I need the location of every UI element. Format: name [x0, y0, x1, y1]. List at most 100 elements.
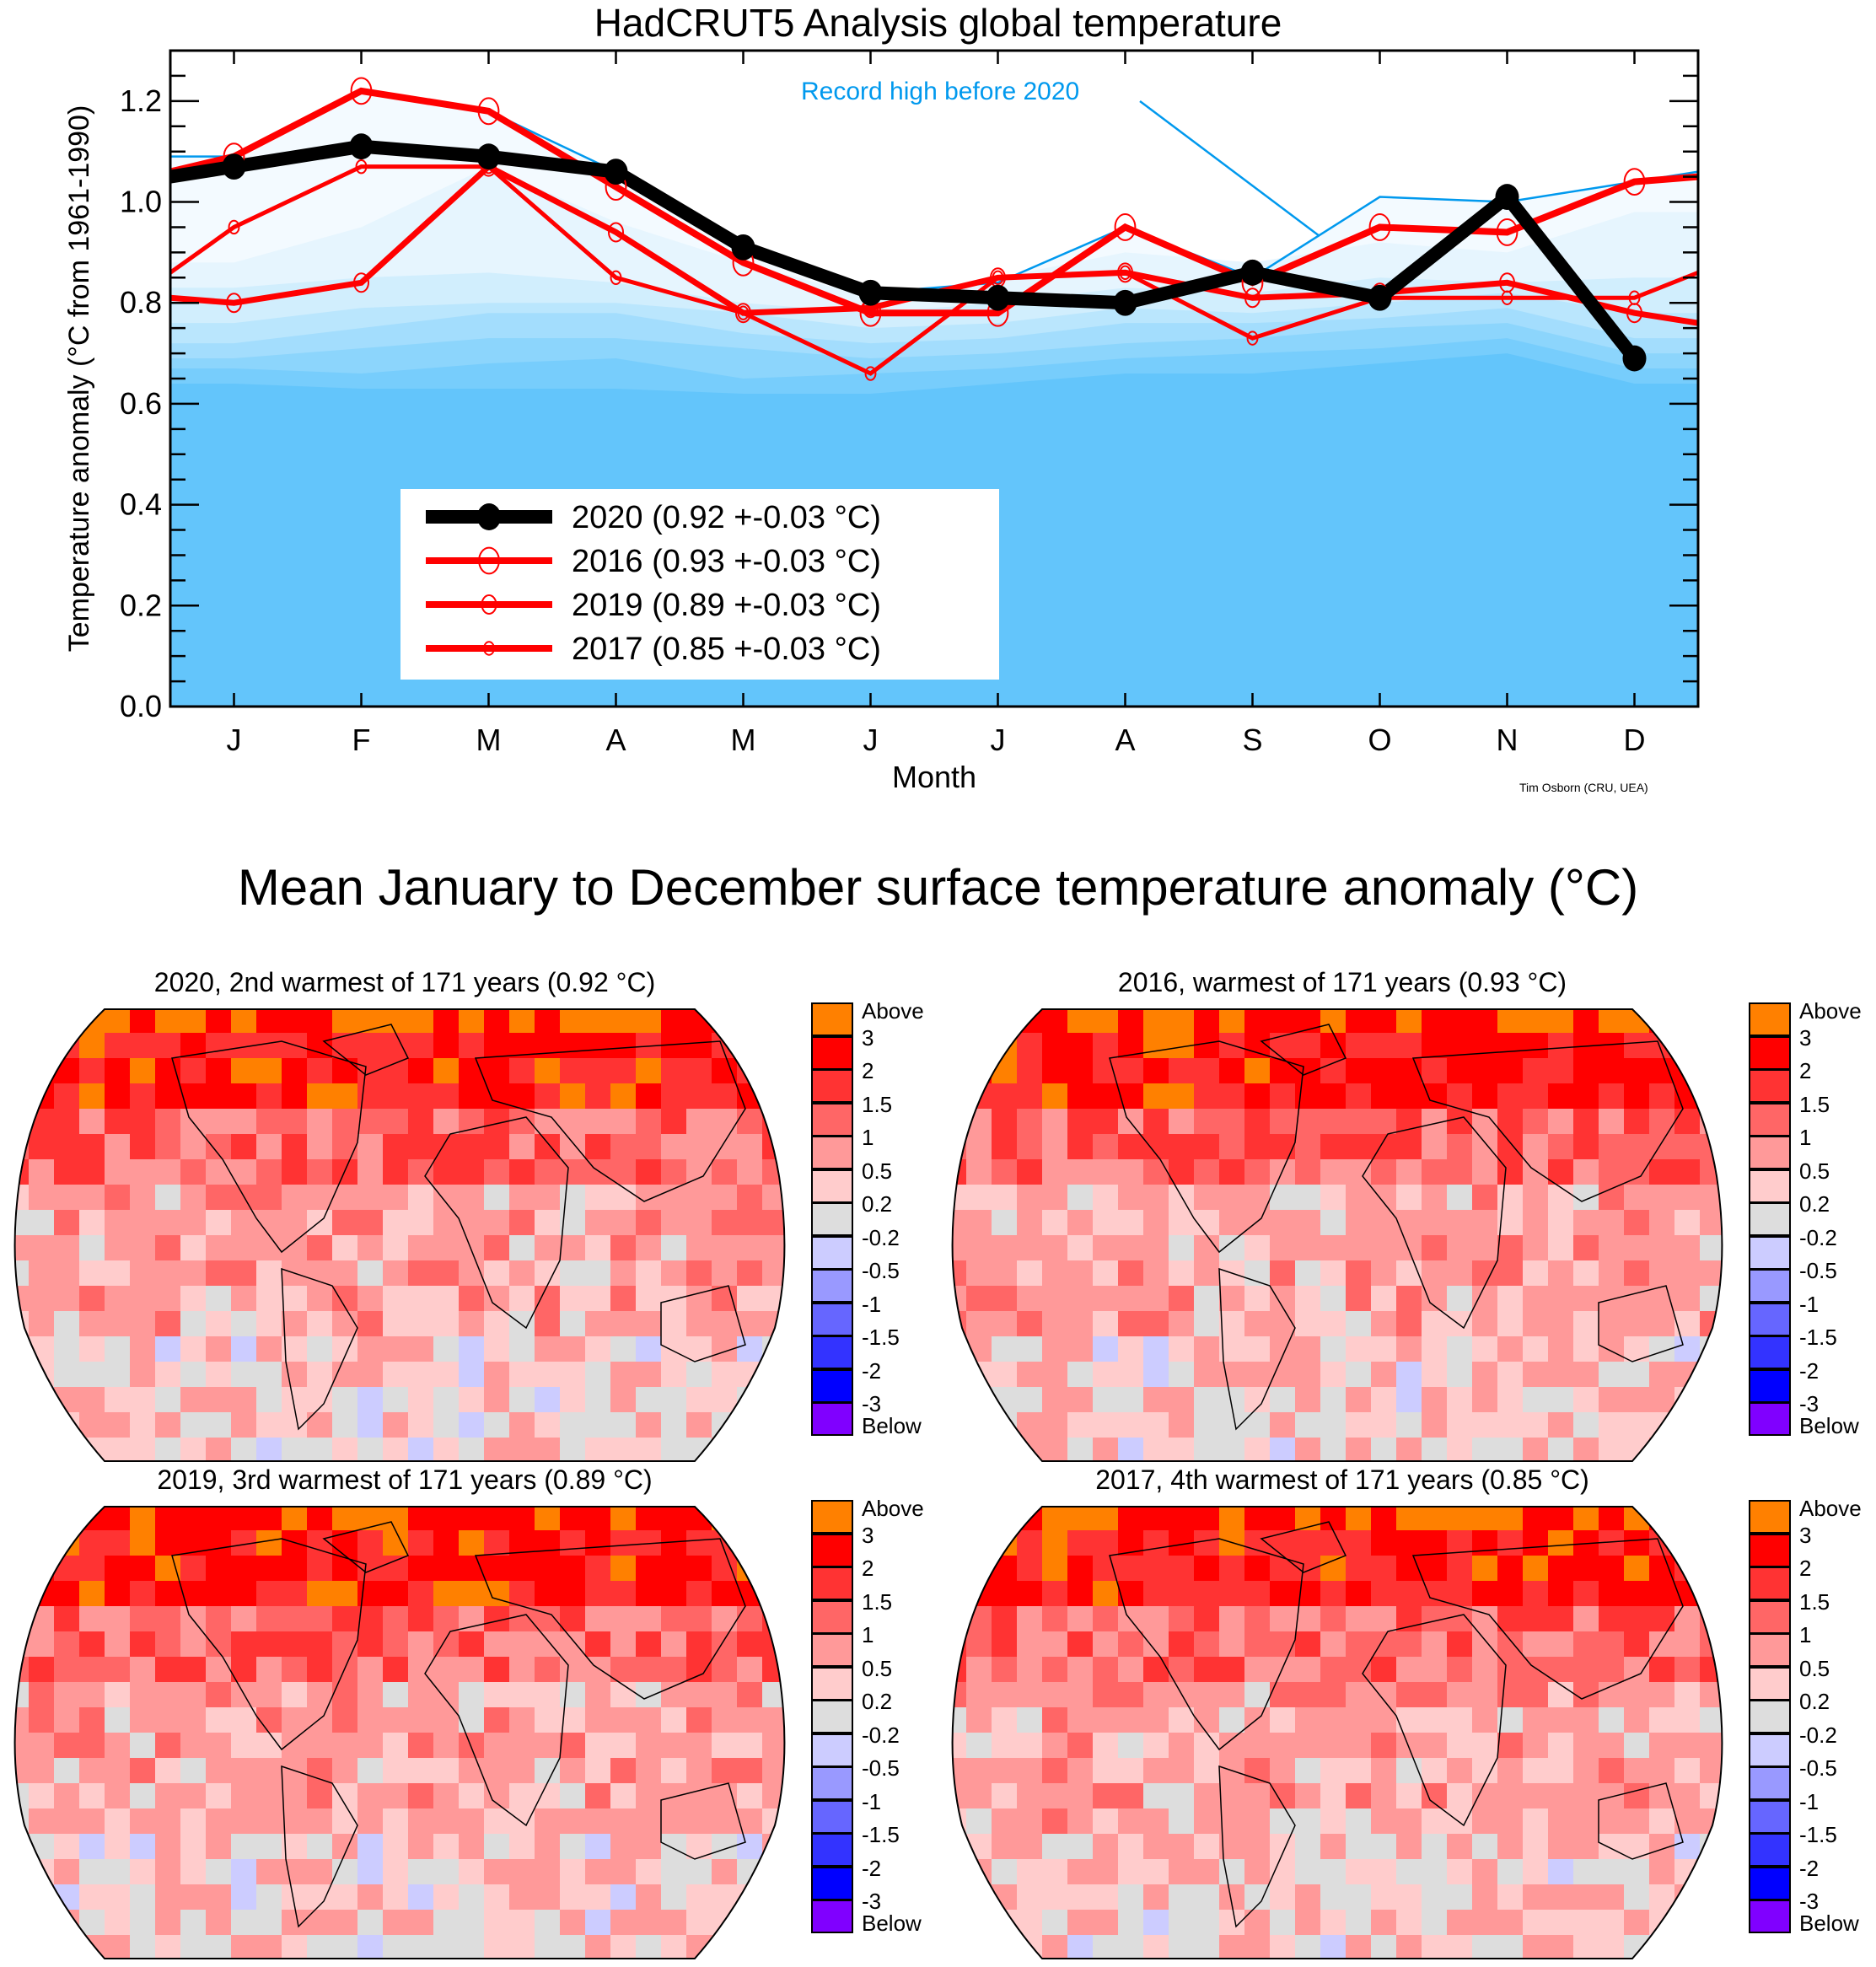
- x-tick-label: A: [1115, 723, 1135, 757]
- anomaly-cell: [29, 1682, 54, 1707]
- anomaly-cell: [1700, 1682, 1723, 1707]
- anomaly-cell: [1093, 1556, 1118, 1581]
- anomaly-cell: [535, 1412, 560, 1438]
- anomaly-cell: [762, 1581, 785, 1606]
- anomaly-cell: [762, 1884, 785, 1910]
- anomaly-cell: [1497, 1109, 1523, 1134]
- anomaly-cell: [1371, 1808, 1396, 1834]
- anomaly-cell: [1194, 1606, 1219, 1631]
- anomaly-cell: [1320, 1884, 1346, 1910]
- anomaly-cell: [408, 1910, 433, 1935]
- anomaly-cell: [1371, 1083, 1396, 1109]
- anomaly-cell: [737, 1733, 762, 1758]
- anomaly-cell: [1244, 1657, 1270, 1682]
- anomaly-cell: [535, 1185, 560, 1210]
- anomaly-cell: [1042, 1834, 1067, 1859]
- anomaly-cell: [1674, 1311, 1700, 1336]
- anomaly-cell: [180, 1910, 206, 1935]
- anomaly-cell: [484, 1058, 509, 1083]
- anomaly-cell: [1599, 1631, 1624, 1657]
- anomaly-cell: [1270, 1935, 1295, 1959]
- anomaly-cell: [1093, 1507, 1118, 1530]
- anomaly-cell: [1396, 1935, 1422, 1959]
- anomaly-cell: [1320, 1606, 1346, 1631]
- anomaly-cell: [686, 1859, 712, 1884]
- anomaly-cell: [1295, 1109, 1320, 1134]
- anomaly-cell: [332, 1935, 357, 1959]
- anomaly-cell: [1118, 1834, 1143, 1859]
- anomaly-cell: [1244, 1210, 1270, 1235]
- anomaly-cell: [206, 1910, 231, 1935]
- anomaly-cell: [1497, 1058, 1523, 1083]
- anomaly-cell: [535, 1935, 560, 1959]
- colorbar-swatch: [1749, 1136, 1791, 1169]
- anomaly-cell: [206, 1210, 231, 1235]
- anomaly-cell: [509, 1083, 535, 1109]
- anomaly-cell: [1093, 1033, 1118, 1058]
- anomaly-cell: [180, 1311, 206, 1336]
- anomaly-cell: [332, 1033, 357, 1058]
- anomaly-cell: [1346, 1033, 1371, 1058]
- anomaly-cell: [1244, 1362, 1270, 1387]
- anomaly-cell: [1422, 1362, 1447, 1387]
- anomaly-cell: [29, 1530, 54, 1556]
- anomaly-cell: [1194, 1210, 1219, 1235]
- anomaly-cell: [1447, 1336, 1472, 1362]
- anomaly-cell: [307, 1530, 332, 1556]
- anomaly-cell: [79, 1159, 105, 1185]
- colorbar-swatch: [811, 1302, 853, 1336]
- anomaly-cell: [1447, 1507, 1472, 1530]
- anomaly-cell: [992, 1210, 1017, 1235]
- anomaly-cell: [130, 1336, 155, 1362]
- anomaly-cell: [1472, 1210, 1497, 1235]
- anomaly-cell: [484, 1387, 509, 1412]
- anomaly-cell: [332, 1260, 357, 1286]
- colorbar-label: -2: [1799, 1855, 1820, 1881]
- anomaly-cell: [231, 1507, 256, 1530]
- anomaly-cell: [1270, 1412, 1295, 1438]
- anomaly-cell: [105, 1033, 130, 1058]
- anomaly-cell: [433, 1884, 459, 1910]
- anomaly-cell: [787, 1783, 796, 1808]
- anomaly-cell: [1548, 1530, 1573, 1556]
- anomaly-cell: [408, 1083, 433, 1109]
- colorbar-label: 1.5: [1799, 1091, 1830, 1117]
- colorbar-label: Above: [862, 1496, 924, 1521]
- anomaly-cell: [180, 1134, 206, 1159]
- anomaly-cell: [1523, 1109, 1548, 1134]
- anomaly-cell: [1447, 1834, 1472, 1859]
- anomaly-cell: [787, 1910, 796, 1935]
- anomaly-cell: [1497, 1758, 1523, 1783]
- anomaly-cell: [1244, 1733, 1270, 1758]
- anomaly-cell: [1169, 1935, 1194, 1959]
- anomaly-cell: [1093, 1733, 1118, 1758]
- anomaly-cell: [1143, 1581, 1169, 1606]
- anomaly-cell: [1422, 1707, 1447, 1733]
- anomaly-cell: [560, 1834, 585, 1859]
- anomaly-cell: [1244, 1134, 1270, 1159]
- anomaly-cell: [1599, 1507, 1624, 1530]
- anomaly-cell: [206, 1581, 231, 1606]
- anomaly-cell: [1346, 1556, 1371, 1581]
- anomaly-cell: [1295, 1808, 1320, 1834]
- anomaly-cell: [1396, 1707, 1422, 1733]
- anomaly-cell: [1725, 1083, 1734, 1109]
- anomaly-cell: [737, 1286, 762, 1311]
- colorbar-label: 3: [862, 1024, 874, 1051]
- anomaly-cell: [636, 1808, 661, 1834]
- anomaly-cell: [1194, 1556, 1219, 1581]
- anomaly-cell: [1573, 1808, 1599, 1834]
- anomaly-cell: [1320, 1859, 1346, 1884]
- anomaly-cell: [1523, 1758, 1548, 1783]
- anomaly-cell: [14, 1412, 29, 1438]
- anomaly-cell: [1447, 1556, 1472, 1581]
- anomaly-cell: [1472, 1159, 1497, 1185]
- y-tick-label: 1.2: [120, 83, 162, 118]
- anomaly-cell: [180, 1507, 206, 1530]
- anomaly-cell: [1143, 1336, 1169, 1362]
- anomaly-cell: [29, 1884, 54, 1910]
- anomaly-cell: [636, 1362, 661, 1387]
- anomaly-cell: [357, 1134, 383, 1159]
- data-point-2020: [1240, 259, 1265, 286]
- anomaly-cell: [1599, 1336, 1624, 1362]
